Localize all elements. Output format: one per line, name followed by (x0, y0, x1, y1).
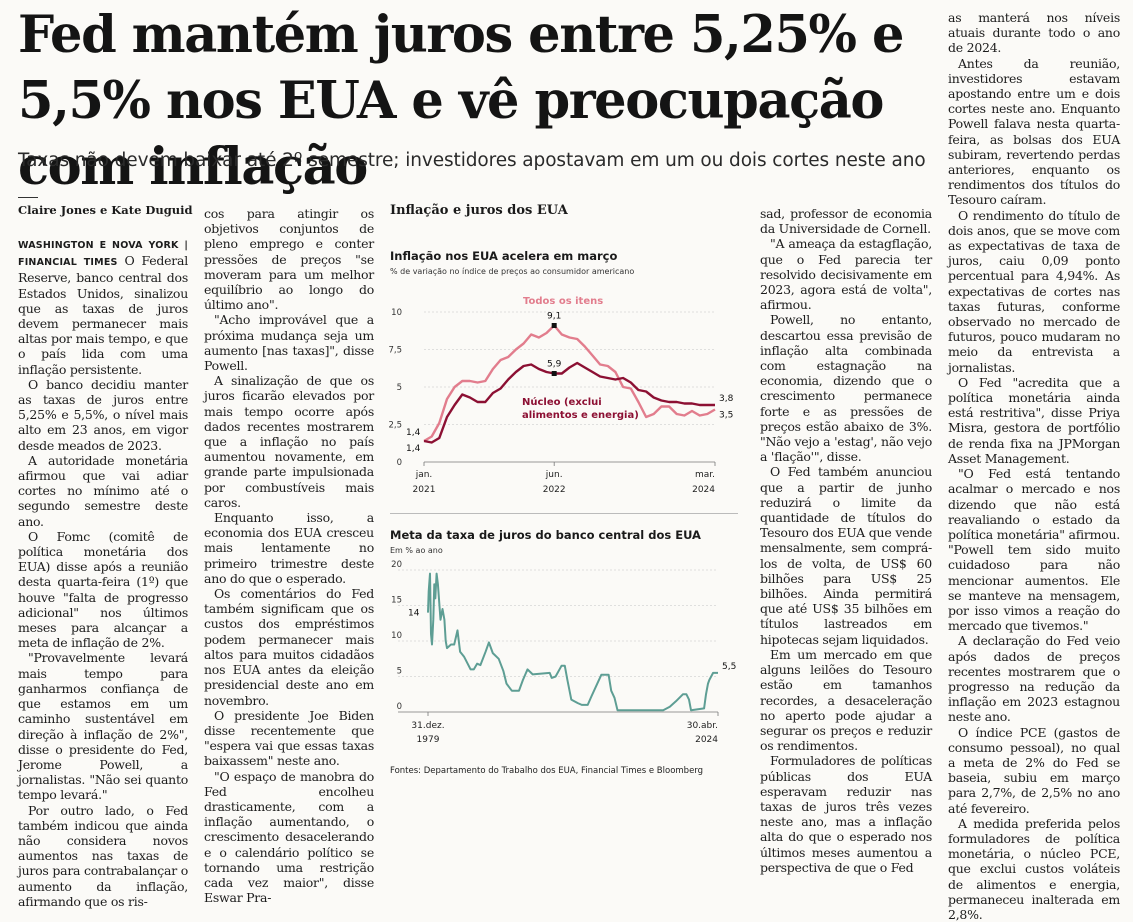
subhead: Taxas não devem baixar até 2º semestre; … (18, 150, 926, 171)
chart-divider (390, 513, 738, 514)
end-value-label: 5,5 (722, 662, 736, 672)
x-tick-label: 31.dez. (411, 721, 444, 731)
x-tick-year: 2022 (543, 485, 566, 495)
peak-marker (551, 371, 557, 376)
article-paragraph: WASHINGTON E NOVA YORK | FINANCIAL TIMES… (18, 240, 188, 377)
article-paragraph: Antes da reunião, investidores estavam a… (948, 55, 1120, 208)
article-paragraph: "Provavelmente levará mais tempo para ga… (18, 650, 188, 803)
y-tick-label: 2,5 (388, 421, 402, 431)
end-value-label: 3,8 (719, 394, 734, 404)
article-paragraph: "A ameaça da estagflação, que o Fed pare… (760, 236, 932, 313)
start-value-label: 14 (408, 609, 420, 619)
article-paragraph: O banco decidiu manter as taxas de juros… (18, 376, 188, 453)
article-paragraph: A autoridade monetária afirmou que vai a… (18, 452, 188, 529)
byline: Claire Jones e Kate Duguid (18, 203, 193, 217)
article-paragraph: O rendimento do título de dois anos, que… (948, 207, 1120, 375)
article-paragraph: A sinalização de que os juros ficarão el… (204, 373, 374, 510)
article-column-3: sad, professor de economia da Universida… (760, 206, 932, 875)
y-tick-label: 0 (397, 458, 402, 468)
graphic-title: Inflação e juros dos EUA (390, 203, 568, 218)
y-tick-label: 0 (397, 702, 402, 712)
y-tick-label: 20 (391, 560, 402, 570)
headline: Fed mantém juros entre 5,25% e 5,5% nos … (18, 5, 904, 197)
article-paragraph: "O Fed está tentando acalmar o mercado e… (948, 466, 1120, 634)
start-value-label: 1,4 (406, 428, 421, 438)
chart1-subtitle: % de variação no índice de preços ao con… (390, 267, 635, 276)
article-paragraph: Powell, no entanto, descartou essa previ… (760, 312, 932, 465)
legend-all-items: Todos os itens (523, 296, 603, 307)
end-value-label: 3,5 (719, 411, 733, 421)
y-tick-label: 10 (391, 308, 402, 318)
chart2-title: Meta da taxa de juros do banco central d… (390, 528, 701, 542)
article-paragraph: sad, professor de economia da Universida… (760, 206, 932, 237)
fed-rate-line (427, 572, 718, 712)
x-tick-year: 1979 (417, 735, 440, 745)
y-tick-label: 5 (397, 667, 402, 677)
x-tick-label: 30.abr. (687, 721, 718, 731)
byline-rule (18, 197, 38, 198)
fed-rate-chart: 20 15 10 5 0 31.dez. 1979 30.abr. 2024 5,5 14 (391, 560, 736, 745)
all-items-line (423, 324, 716, 443)
x-tick-year: 2021 (413, 485, 436, 495)
article-column-4: as manterá nos níveis atuais durante tod… (948, 10, 1120, 922)
start-value-label: 1,4 (406, 444, 421, 454)
article-paragraph: Por outro lado, o Fed também indicou que… (18, 802, 188, 909)
article-column-2: cos para atingir os objetivos conjuntos … (204, 206, 374, 905)
article-paragraph: as manterá nos níveis atuais durante tod… (948, 10, 1120, 56)
article-paragraph: Enquanto isso, a economia dos EUA cresce… (204, 510, 374, 586)
peak-label: 5,9 (547, 360, 562, 370)
chart2-subtitle: Em % ao ano (390, 546, 443, 555)
x-tick-label: mar. (695, 470, 715, 480)
chart-source: Fontes: Departamento do Trabalho dos EUA… (390, 766, 704, 776)
dateline: WASHINGTON E NOVA YORK | FINANCIAL TIMES (18, 240, 188, 269)
x-tick-year: 2024 (695, 735, 718, 745)
x-tick-label: jun. (545, 470, 563, 480)
legend-core: Núcleo (exclui (522, 396, 602, 408)
y-tick-label: 10 (391, 631, 402, 641)
x-tick-year: 2024 (692, 485, 715, 495)
chart1-title: Inflação nos EUA acelera em março (390, 249, 618, 263)
y-tick-label: 15 (391, 596, 402, 606)
article-paragraph: A declaração do Fed veio após dados de p… (948, 633, 1120, 725)
x-tick-label: jan. (415, 470, 433, 480)
y-tick-label: 7,5 (388, 346, 402, 356)
article-paragraph: A medida preferida pelos formuladores de… (948, 815, 1120, 922)
article-paragraph: Os comentários do Fed também significam … (204, 586, 374, 708)
article-paragraph: O Fomc (comitê de política monetária dos… (18, 528, 188, 651)
article-paragraph: O índice PCE (gastos de consumo pessoal)… (948, 724, 1120, 816)
article-paragraph: Em um mercado em que alguns leilões do T… (760, 646, 932, 754)
legend-core: alimentos e energia) (522, 410, 639, 421)
article-paragraph: "Acho improvável que a próxima mudança s… (204, 312, 374, 374)
article-paragraph: O Fed "acredita que a política monetária… (948, 374, 1120, 466)
article-paragraph: Formuladores de políticas públicas dos E… (760, 753, 932, 875)
article-paragraph: O presidente Joe Biden disse recentement… (204, 707, 374, 769)
peak-label: 9,1 (547, 312, 561, 322)
article-paragraph: cos para atingir os objetivos conjuntos … (204, 206, 374, 313)
y-tick-label: 5 (397, 383, 402, 393)
article-paragraph: O Fed também anunciou que a partir de ju… (760, 464, 932, 647)
article-column-1: WASHINGTON E NOVA YORK | FINANCIAL TIMES… (18, 236, 188, 909)
article-paragraph: "O espaço de manobra do Fed encolheu dra… (204, 768, 374, 906)
peak-marker (551, 323, 557, 328)
inflation-chart: 10 7,5 5 2,5 0 jan. 2021 jun. 2022 mar. 2024 9,1 3,5… (388, 296, 734, 495)
core-line (423, 361, 715, 444)
